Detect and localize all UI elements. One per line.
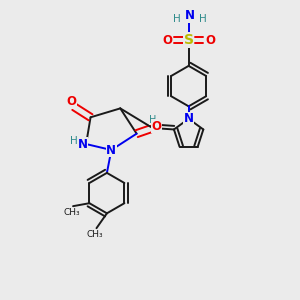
Text: CH₃: CH₃	[87, 230, 103, 239]
Text: H: H	[70, 136, 77, 146]
Text: CH₃: CH₃	[63, 208, 80, 217]
Text: O: O	[162, 34, 172, 46]
Text: H: H	[149, 115, 157, 125]
Text: O: O	[67, 95, 77, 108]
Text: H: H	[199, 14, 206, 24]
Text: N: N	[184, 112, 194, 125]
Text: N: N	[106, 143, 116, 157]
Text: N: N	[77, 138, 88, 151]
Text: O: O	[205, 34, 215, 46]
Text: H: H	[173, 14, 181, 24]
Text: N: N	[185, 9, 195, 22]
Text: S: S	[184, 33, 194, 47]
Text: O: O	[152, 120, 162, 133]
